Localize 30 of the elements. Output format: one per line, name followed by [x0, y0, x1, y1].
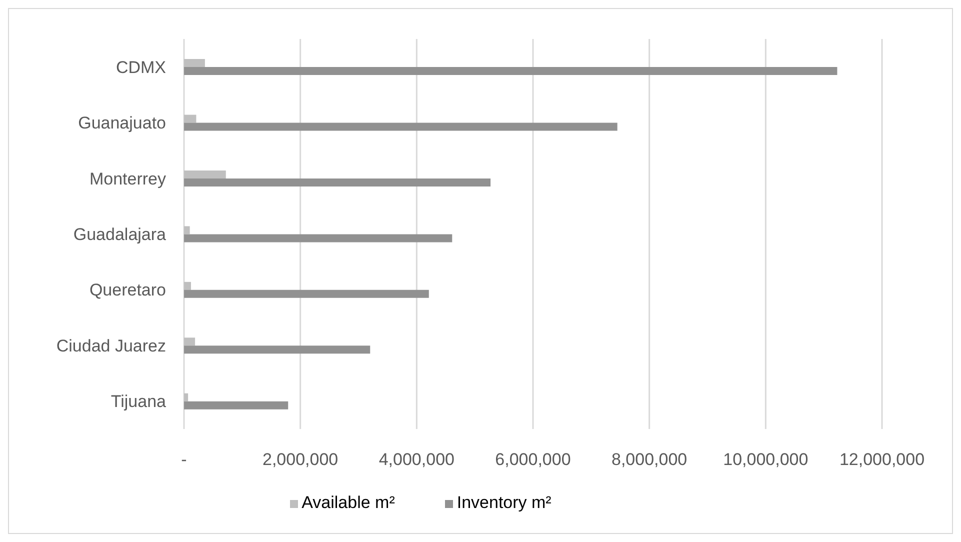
legend-label: Inventory m²: [456, 493, 552, 512]
y-tick-label: Ciudad Juarez: [56, 336, 166, 356]
bar: [184, 178, 491, 186]
x-tick-label: 12,000,000: [839, 450, 925, 470]
x-tick-label: 6,000,000: [495, 450, 571, 470]
y-tick-label: Queretaro: [89, 280, 166, 300]
bar: [184, 393, 188, 402]
bar: [184, 290, 429, 298]
bar: [184, 226, 190, 234]
bar: [184, 59, 205, 68]
bar: [184, 114, 196, 123]
x-tick-label: 2,000,000: [262, 450, 338, 470]
bar: [184, 67, 838, 76]
bar: [184, 338, 196, 346]
x-tick-label: 10,000,000: [723, 450, 808, 470]
y-tick-label: Guadalajara: [73, 225, 167, 244]
bar: [184, 170, 226, 178]
x-tick-label: 4,000,000: [378, 450, 454, 470]
y-tick-label: Tijuana: [110, 392, 167, 412]
bar: [184, 282, 191, 290]
bar: [184, 122, 618, 131]
x-tick-label: -: [181, 450, 187, 470]
y-tick-label: CDMX: [116, 58, 166, 77]
bar: [184, 234, 452, 242]
legend-label: Available m²: [302, 493, 395, 512]
bar: [184, 346, 370, 354]
y-tick-label: Guanajuato: [78, 114, 166, 133]
bar: [184, 401, 288, 410]
y-tick-label: Monterrey: [89, 169, 166, 188]
x-tick-label: 8,000,000: [612, 450, 688, 470]
